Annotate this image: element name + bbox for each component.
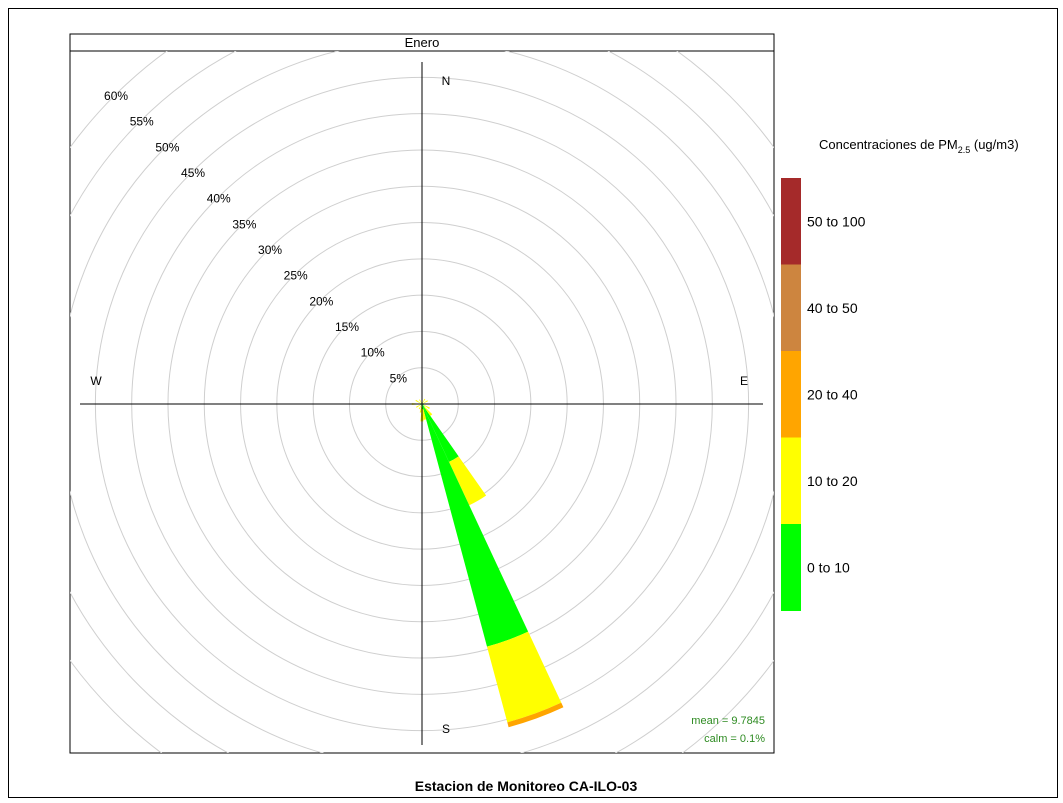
petal-160-bin-1 <box>486 631 562 723</box>
legend-label-3: 10 to 20 <box>807 473 858 489</box>
radial-tick-label-35: 35% <box>232 217 256 231</box>
petal-140 <box>422 404 433 416</box>
panel-title: Enero <box>405 35 440 50</box>
radial-tick-label-5: 5% <box>390 371 408 385</box>
radial-tick-labels: 5% 10%15%20%25%30%35%40%45%50%55%60% <box>104 89 407 385</box>
compass-north-label: N <box>442 74 451 88</box>
radial-tick-label-45: 45% <box>181 166 205 180</box>
legend-swatch-4 <box>781 524 801 611</box>
legend-label-1: 40 to 50 <box>807 300 858 316</box>
radial-tick-label-25: 25% <box>284 269 308 283</box>
legend-title: Concentraciones de PM2.5 (ug/m3) <box>819 137 1019 155</box>
radial-tick-label-40: 40% <box>207 192 231 206</box>
petal-120-bin-1 <box>423 404 430 409</box>
legend-label-4: 0 to 10 <box>807 559 850 575</box>
radial-tick-label-60: 60% <box>104 89 128 103</box>
legend-swatch-3 <box>781 437 801 525</box>
petal-330-bin-1 <box>419 399 422 403</box>
petal-30-bin-1 <box>422 398 426 403</box>
legend-swatch-2 <box>781 351 801 438</box>
petal-240-bin-1 <box>416 404 421 408</box>
radial-tick-label-55: 55% <box>130 115 154 129</box>
figure-title: Estacion de Monitoreo CA-ILO-03 <box>415 778 638 794</box>
petal-170-bin-1 <box>422 408 427 420</box>
compass-south-label: S <box>442 722 450 736</box>
petal-300-bin-1 <box>415 399 421 404</box>
petal-210-bin-1 <box>418 405 422 410</box>
petal-160-bin-0 <box>422 404 529 647</box>
petal-160-bin-2 <box>507 702 564 728</box>
petal-150-bin-0 <box>422 404 459 462</box>
petals <box>411 398 564 728</box>
petal-150-bin-1 <box>448 456 487 506</box>
legend: 50 to 100 40 to 50 20 to 40 10 to 20 0 to 10 <box>781 178 866 611</box>
calm-stat: calm = 0.1% <box>704 733 765 745</box>
petal-140-bin-0 <box>422 404 425 407</box>
petal-150 <box>422 404 487 506</box>
petal-190-bin-1 <box>419 406 422 413</box>
legend-label-2: 20 to 40 <box>807 386 858 402</box>
legend-label-0: 50 to 100 <box>807 213 866 229</box>
compass-east-label: E <box>740 374 748 388</box>
radial-tick-label-10: 10% <box>361 346 385 360</box>
mean-stat: mean = 9.7845 <box>691 715 765 727</box>
radial-tick-label-15: 15% <box>335 320 359 334</box>
radial-tick-label-50: 50% <box>155 140 179 154</box>
petal-140-bin-1 <box>424 406 433 416</box>
radial-tick-label-30: 30% <box>258 243 282 257</box>
petal-60-bin-1 <box>423 400 428 404</box>
legend-swatch-0 <box>781 178 801 265</box>
figure-frame <box>8 8 1058 798</box>
compass-west-label: W <box>90 374 102 388</box>
radial-tick-label-20: 20% <box>309 294 333 308</box>
legend-swatch-1 <box>781 264 801 352</box>
petal-160 <box>422 404 564 728</box>
